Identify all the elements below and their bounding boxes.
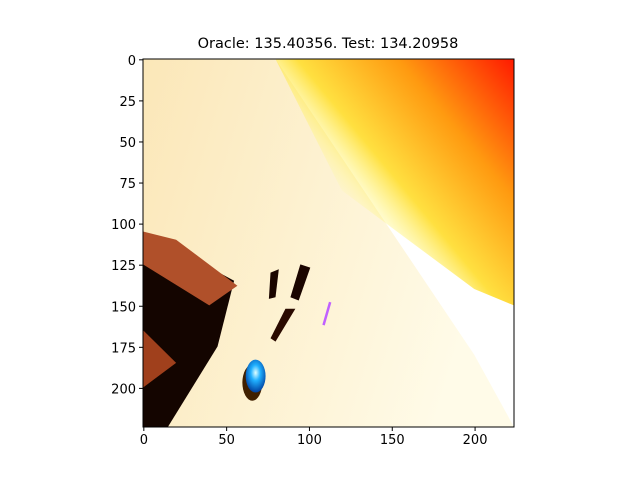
y-tick-label: 25	[119, 95, 136, 110]
y-tick-label: 150	[111, 300, 136, 315]
x-tick-label: 100	[297, 433, 322, 448]
x-tick-label: 50	[218, 433, 235, 448]
y-tick-label: 0	[128, 54, 136, 69]
y-tick-label: 75	[119, 177, 136, 192]
y-tick-label: 200	[111, 382, 136, 397]
y-tick-label: 125	[111, 259, 136, 274]
chart-title: Oracle: 135.40356. Test: 134.20958	[198, 36, 459, 52]
x-tick-label: 200	[463, 433, 488, 448]
x-tick-label: 150	[380, 433, 405, 448]
axes-frame	[142, 58, 515, 428]
y-tick-label: 50	[119, 136, 136, 151]
y-tick-label: 175	[111, 341, 136, 356]
y-tick-label: 100	[111, 218, 136, 233]
x-tick-label: 0	[140, 433, 148, 448]
image	[143, 59, 514, 427]
